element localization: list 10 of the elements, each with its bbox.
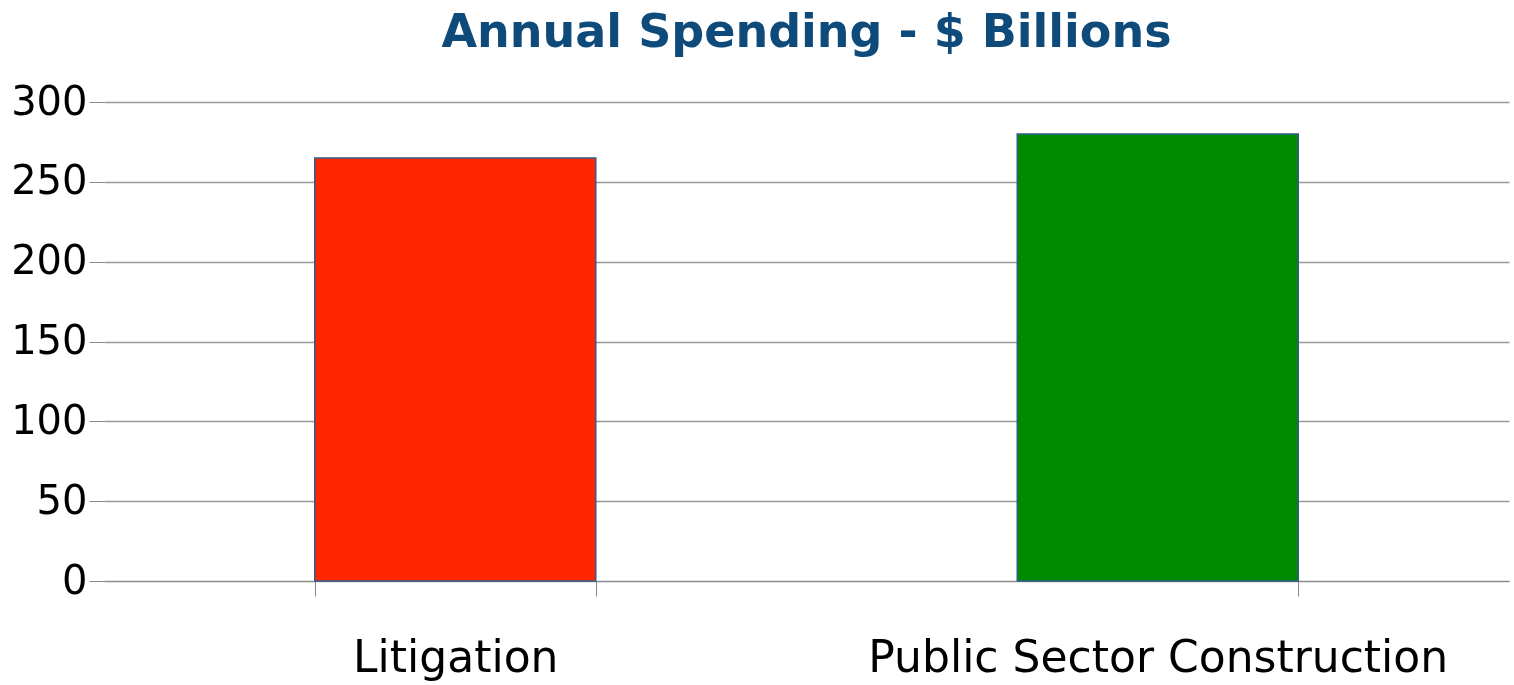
x-tick-label: Litigation	[353, 630, 559, 682]
chart-title: Annual Spending - $ Billions	[441, 4, 1172, 58]
y-tick-label: 50	[36, 476, 88, 523]
y-tick-label: 300	[11, 77, 88, 124]
y-tick-label: 250	[11, 157, 88, 204]
y-tick-label: 150	[11, 317, 88, 363]
x-tick-label: Public Sector Construction	[868, 630, 1449, 682]
y-tick-label: 200	[11, 237, 88, 284]
y-tick-label: 0	[62, 556, 88, 603]
y-tick-label: 100	[11, 396, 88, 443]
